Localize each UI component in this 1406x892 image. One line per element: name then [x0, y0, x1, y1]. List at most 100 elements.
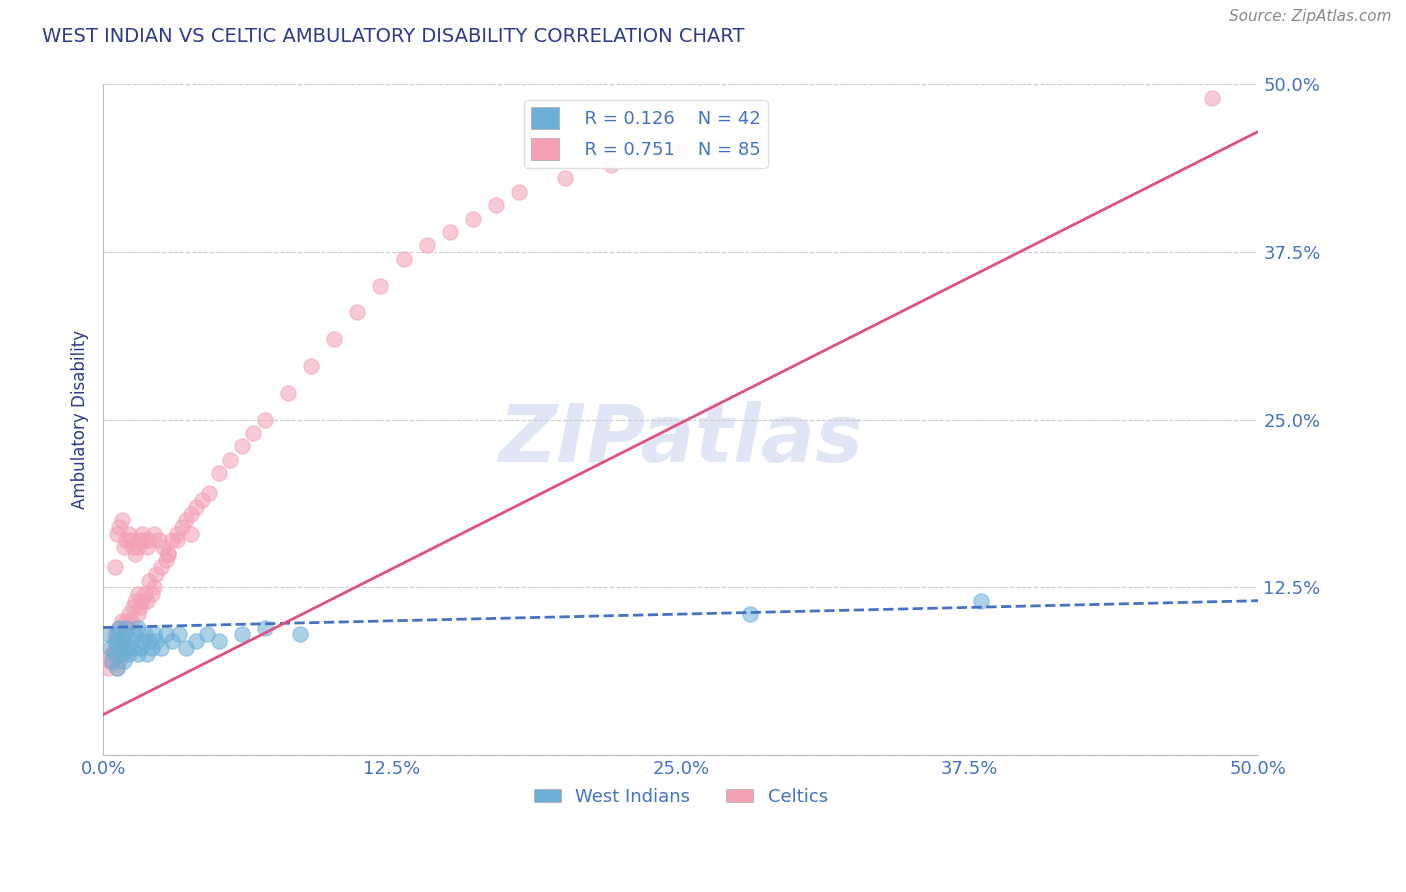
Point: [370, 278, 392, 293]
Point: [288, 627, 311, 641]
Point: [346, 305, 368, 319]
Point: [145, 634, 167, 648]
Point: [149, 640, 172, 655]
Point: [415, 238, 437, 252]
Point: [970, 593, 993, 607]
Point: [124, 593, 146, 607]
Point: [138, 634, 160, 648]
Text: Source: ZipAtlas.com: Source: ZipAtlas.com: [1229, 9, 1392, 24]
Point: [108, 640, 131, 655]
Point: [120, 614, 142, 628]
Point: [231, 627, 253, 641]
Point: [242, 426, 264, 441]
Point: [129, 640, 152, 655]
Point: [117, 620, 139, 634]
Point: [208, 467, 231, 481]
Point: [166, 533, 188, 548]
Point: [104, 560, 127, 574]
Point: [110, 634, 132, 648]
Point: [105, 627, 128, 641]
Point: [122, 540, 145, 554]
Point: [740, 607, 762, 621]
Point: [323, 332, 346, 346]
Point: [122, 640, 145, 655]
Point: [152, 540, 174, 554]
Point: [101, 654, 124, 668]
Text: WEST INDIAN VS CELTIC AMBULATORY DISABILITY CORRELATION CHART: WEST INDIAN VS CELTIC AMBULATORY DISABIL…: [42, 27, 745, 45]
Point: [600, 158, 623, 172]
Point: [115, 614, 138, 628]
Legend: West Indians, Celtics: West Indians, Celtics: [526, 780, 835, 813]
Point: [104, 634, 127, 648]
Point: [131, 634, 153, 648]
Point: [180, 507, 202, 521]
Point: [155, 627, 177, 641]
Point: [124, 547, 146, 561]
Point: [143, 627, 166, 641]
Point: [112, 540, 135, 554]
Point: [149, 560, 172, 574]
Point: [169, 627, 191, 641]
Point: [277, 385, 299, 400]
Point: [191, 493, 214, 508]
Point: [134, 587, 156, 601]
Point: [101, 648, 124, 662]
Point: [176, 513, 198, 527]
Point: [299, 359, 322, 373]
Point: [108, 620, 131, 634]
Point: [104, 640, 127, 655]
Point: [184, 634, 207, 648]
Point: [461, 211, 484, 226]
Point: [138, 574, 160, 588]
Point: [143, 526, 166, 541]
Point: [112, 634, 135, 648]
Point: [117, 648, 139, 662]
Point: [129, 600, 152, 615]
Point: [180, 526, 202, 541]
Point: [112, 640, 135, 655]
Point: [162, 634, 184, 648]
Point: [176, 640, 198, 655]
Point: [110, 513, 132, 527]
Point: [127, 648, 149, 662]
Point: [105, 634, 128, 648]
Point: [127, 607, 149, 621]
Point: [112, 654, 135, 668]
Point: [108, 620, 131, 634]
Point: [141, 587, 163, 601]
Point: [97, 661, 120, 675]
Point: [134, 533, 156, 548]
Point: [219, 453, 242, 467]
Point: [97, 627, 120, 641]
Point: [155, 553, 177, 567]
Point: [134, 627, 156, 641]
Point: [143, 580, 166, 594]
Point: [136, 648, 159, 662]
Point: [122, 600, 145, 615]
Point: [115, 620, 138, 634]
Point: [156, 547, 179, 561]
Point: [195, 627, 218, 641]
Point: [208, 634, 231, 648]
Point: [170, 520, 193, 534]
Point: [554, 171, 576, 186]
Point: [115, 533, 138, 548]
Point: [184, 500, 207, 514]
Y-axis label: Ambulatory Disability: Ambulatory Disability: [72, 330, 89, 509]
Point: [110, 648, 132, 662]
Point: [112, 627, 135, 641]
Point: [120, 634, 142, 648]
Point: [110, 648, 132, 662]
Point: [120, 533, 142, 548]
Point: [485, 198, 508, 212]
Point: [127, 540, 149, 554]
Point: [104, 648, 127, 662]
Point: [108, 654, 131, 668]
Point: [138, 533, 160, 548]
Point: [148, 533, 170, 548]
Point: [141, 640, 163, 655]
Point: [110, 614, 132, 628]
Point: [117, 607, 139, 621]
Point: [101, 648, 124, 662]
Point: [145, 566, 167, 581]
